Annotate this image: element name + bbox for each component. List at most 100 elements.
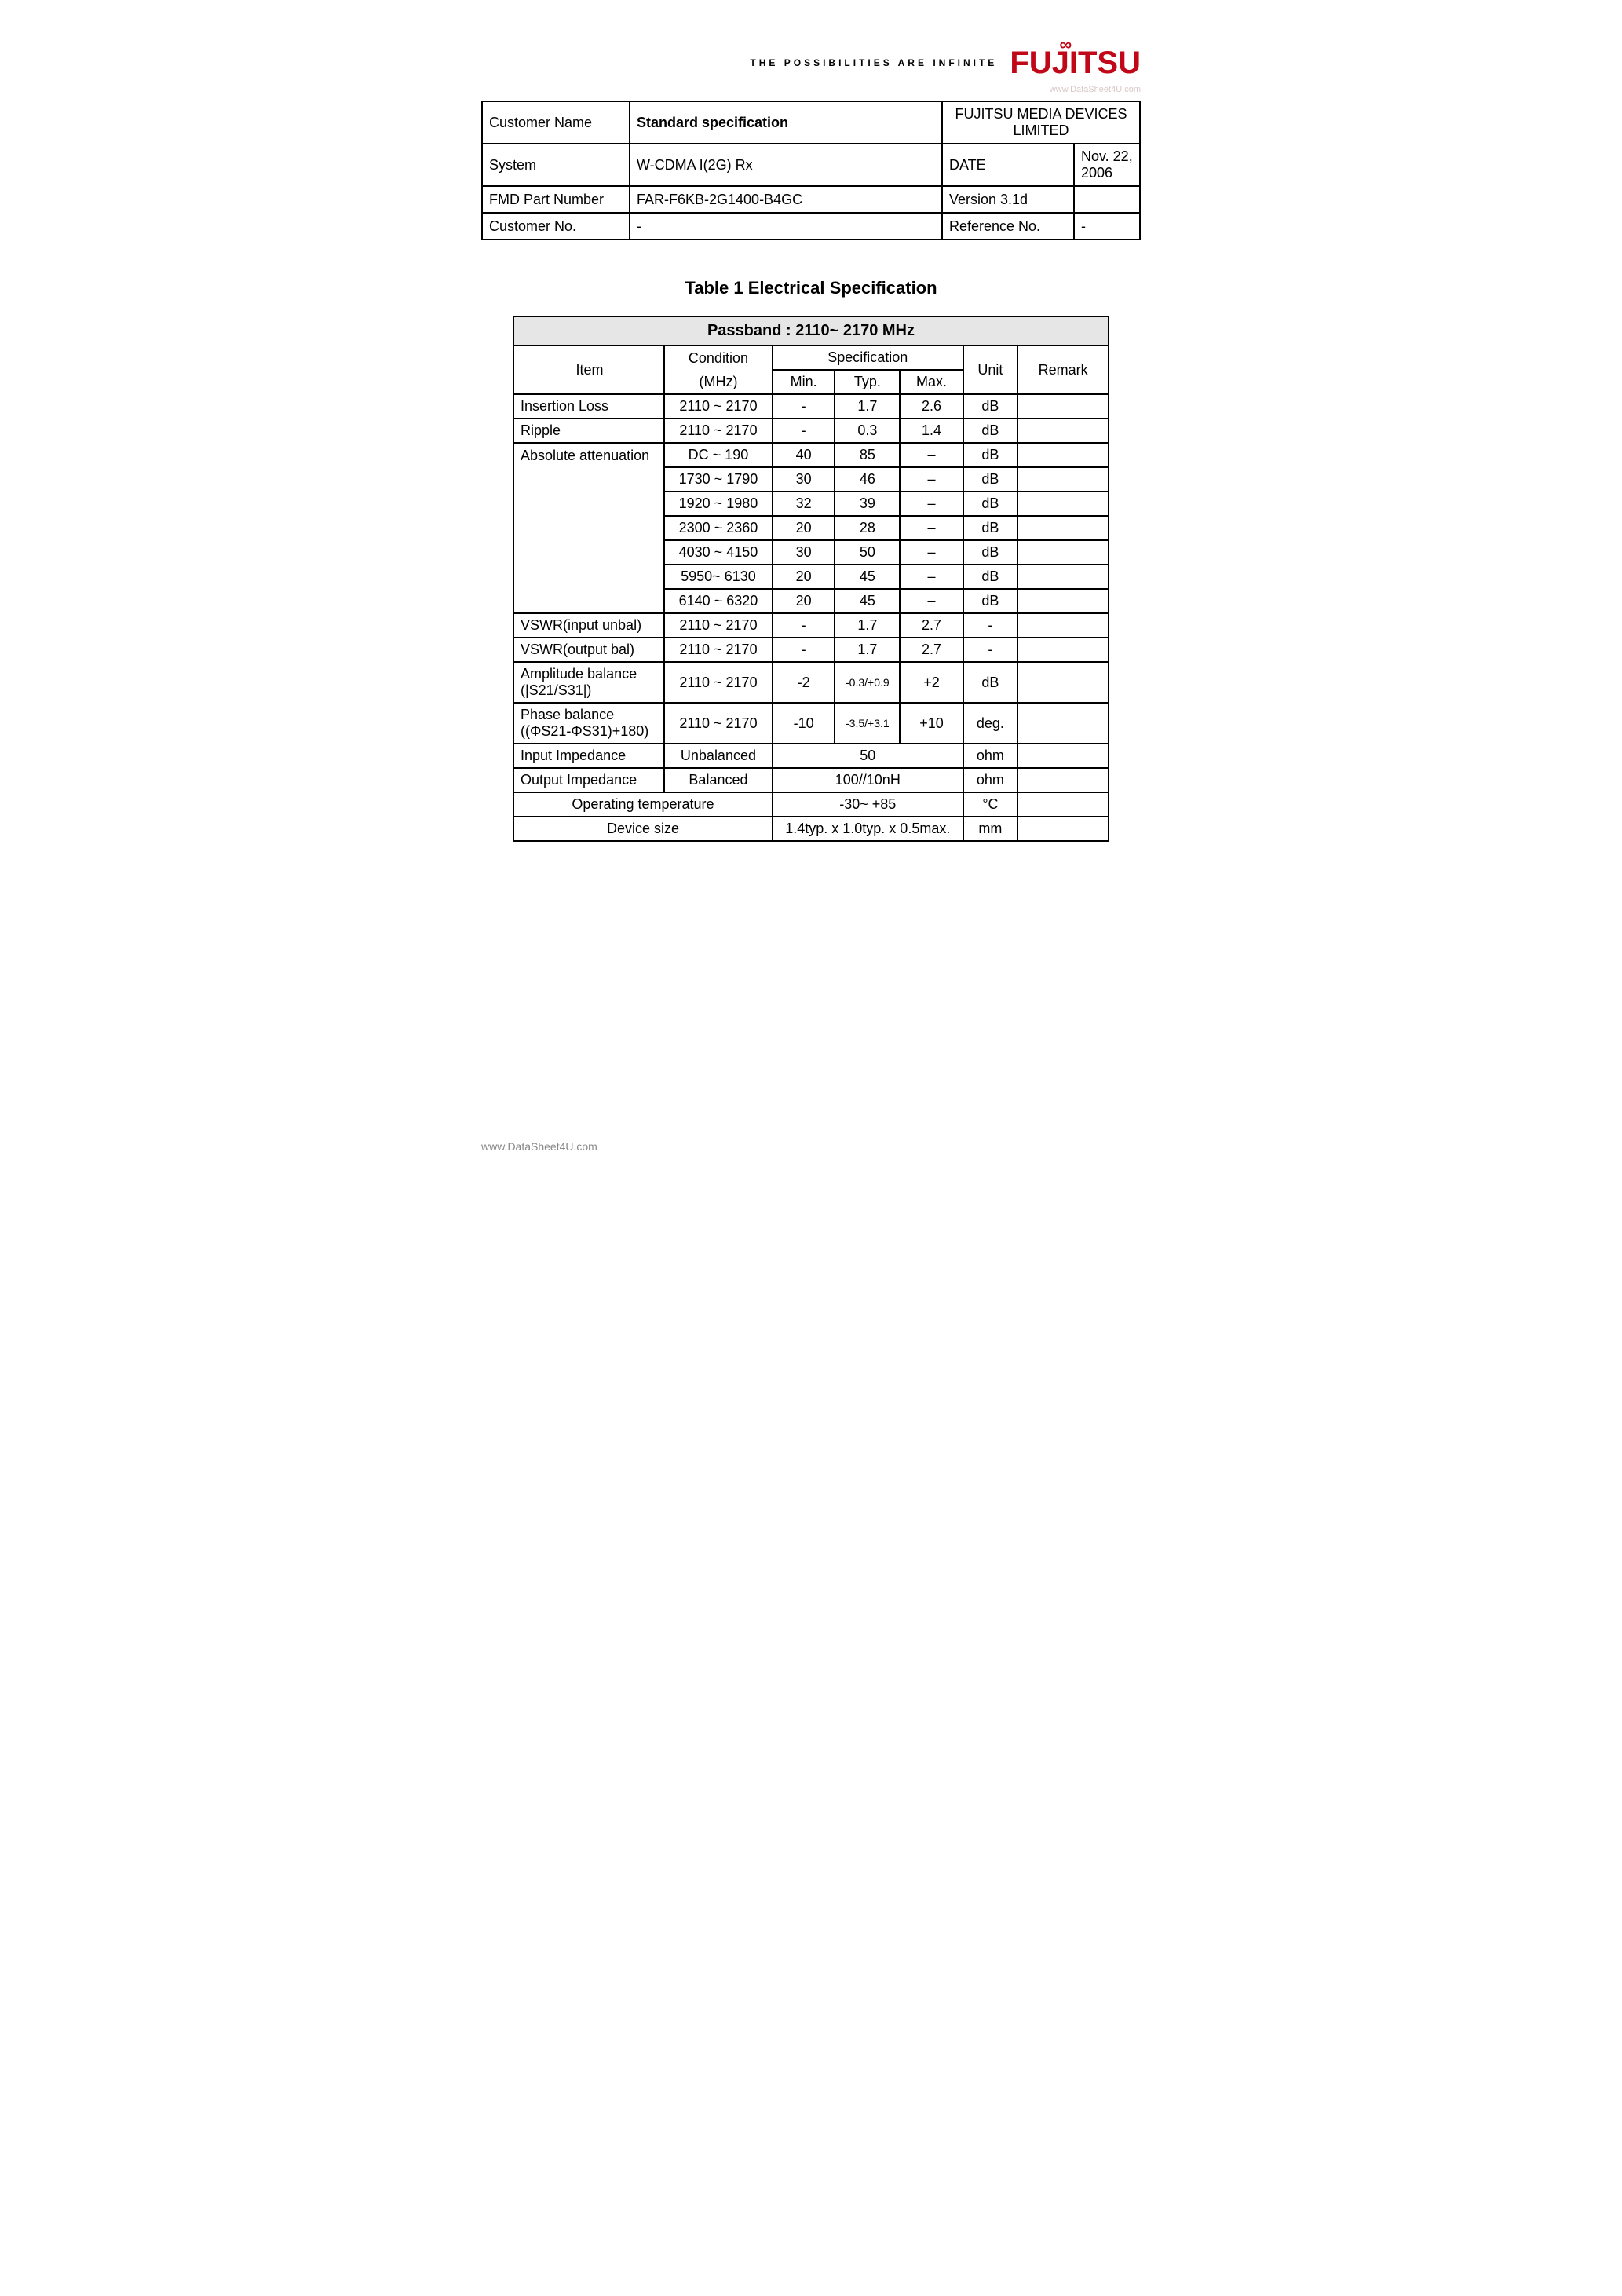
cell-typ: 0.3	[835, 419, 900, 443]
table-row: Insertion Loss2110 ~ 2170-1.72.6dB	[513, 394, 1109, 419]
cell-version-label: Version 3.1d	[942, 186, 1074, 213]
cell-item: Output Impedance	[513, 768, 664, 792]
cell-max: –	[900, 443, 963, 467]
cell-remark	[1017, 492, 1109, 516]
cell-part-value: FAR-F6KB-2G1400-B4GC	[630, 186, 942, 213]
cell-val: 50	[773, 744, 963, 768]
cell-max: –	[900, 540, 963, 565]
cell-unit: dB	[963, 394, 1018, 419]
cell-min: 30	[773, 540, 835, 565]
cell-item	[513, 540, 664, 565]
cell-item: Insertion Loss	[513, 394, 664, 419]
cell-unit: dB	[963, 589, 1018, 613]
cell-cond: 2110 ~ 2170	[664, 638, 773, 662]
phase-balance-line1: Phase balance	[521, 707, 659, 723]
table-row: Output Impedance Balanced 100//10nH ohm	[513, 768, 1109, 792]
table-row: Ripple2110 ~ 2170-0.31.4dB	[513, 419, 1109, 443]
header-row: Item Condition Specification Unit Remark	[513, 345, 1109, 370]
cell-remark	[1017, 467, 1109, 492]
cell-cond: 2300 ~ 2360	[664, 516, 773, 540]
cell-custno-label: Customer No.	[482, 213, 630, 239]
cell-cond: 2110 ~ 2170	[664, 419, 773, 443]
header-remark: Remark	[1017, 345, 1109, 394]
cell-date-value: Nov. 22, 2006	[1074, 144, 1140, 186]
cell-remark	[1017, 565, 1109, 589]
table-row: 1730 ~ 17903046–dB	[513, 467, 1109, 492]
cell-item	[513, 467, 664, 492]
cell-typ: 85	[835, 443, 900, 467]
passband-title: Passband : 2110~ 2170 MHz	[513, 316, 1109, 345]
cell-max: +2	[900, 662, 963, 703]
table-row: Customer No. - Reference No. -	[482, 213, 1140, 239]
table-row: Customer Name Standard specification FUJ…	[482, 101, 1140, 144]
info-table: Customer Name Standard specification FUJ…	[481, 101, 1141, 240]
cell-cond: 2110 ~ 2170	[664, 394, 773, 419]
cell-unit: dB	[963, 662, 1018, 703]
tagline: THE POSSIBILITIES ARE INFINITE	[750, 57, 997, 68]
header-spec: Specification	[773, 345, 963, 370]
table-row: 1920 ~ 19803239–dB	[513, 492, 1109, 516]
cell-cond: Balanced	[664, 768, 773, 792]
cell-remark	[1017, 638, 1109, 662]
cell-typ: 1.7	[835, 613, 900, 638]
table-row: Phase balance ((ΦS21-ΦS31)+180) 2110 ~ 2…	[513, 703, 1109, 744]
cell-typ: -0.3/+0.9	[835, 662, 900, 703]
cell-unit: dB	[963, 443, 1018, 467]
cell-min: -2	[773, 662, 835, 703]
cell-system-value: W-CDMA I(2G) Rx	[630, 144, 942, 186]
cell-unit: °C	[963, 792, 1018, 817]
header-typ: Typ.	[835, 370, 900, 394]
cell-unit: mm	[963, 817, 1018, 841]
cell-typ: 1.7	[835, 394, 900, 419]
table-row: Operating temperature -30~ +85 °C	[513, 792, 1109, 817]
cell-max: 2.7	[900, 638, 963, 662]
cell-unit: ohm	[963, 768, 1018, 792]
cell-item	[513, 516, 664, 540]
cell-remark	[1017, 662, 1109, 703]
table-row: VSWR(input unbal)2110 ~ 2170-1.72.7-	[513, 613, 1109, 638]
cell-max: +10	[900, 703, 963, 744]
cell-cond: 2110 ~ 2170	[664, 662, 773, 703]
cell-min: 20	[773, 516, 835, 540]
table-row: 4030 ~ 41503050–dB	[513, 540, 1109, 565]
cell-unit: -	[963, 638, 1018, 662]
cell-item: Device size	[513, 817, 773, 841]
cell-customer-name-label: Customer Name	[482, 101, 630, 144]
header-condition-unit: (MHz)	[664, 370, 773, 394]
cell-min: 20	[773, 565, 835, 589]
cell-min: -	[773, 613, 835, 638]
cell-min: -	[773, 419, 835, 443]
cell-cond: 6140 ~ 6320	[664, 589, 773, 613]
table-row: System W-CDMA I(2G) Rx DATE Nov. 22, 200…	[482, 144, 1140, 186]
cell-typ: -3.5/+3.1	[835, 703, 900, 744]
cell-remark	[1017, 768, 1109, 792]
cell-min: -10	[773, 703, 835, 744]
cell-unit: -	[963, 613, 1018, 638]
cell-remark	[1017, 792, 1109, 817]
cell-unit: dB	[963, 565, 1018, 589]
table-row: 6140 ~ 63202045–dB	[513, 589, 1109, 613]
cell-min: 30	[773, 467, 835, 492]
cell-customer-name-value: Standard specification	[630, 101, 942, 144]
cell-typ: 28	[835, 516, 900, 540]
cell-item	[513, 589, 664, 613]
cell-min: 32	[773, 492, 835, 516]
amp-balance-line2: (|S21/S31|)	[521, 682, 659, 699]
cell-max: –	[900, 589, 963, 613]
passband-row: Passband : 2110~ 2170 MHz	[513, 316, 1109, 345]
cell-unit: ohm	[963, 744, 1018, 768]
cell-item: Ripple	[513, 419, 664, 443]
cell-system-label: System	[482, 144, 630, 186]
cell-unit: dB	[963, 516, 1018, 540]
cell-ref-value: -	[1074, 213, 1140, 239]
cell-min: 20	[773, 589, 835, 613]
cell-typ: 39	[835, 492, 900, 516]
cell-cond: 5950~ 6130	[664, 565, 773, 589]
table-row: Device size 1.4typ. x 1.0typ. x 0.5max. …	[513, 817, 1109, 841]
cell-max: –	[900, 516, 963, 540]
spec-table: Passband : 2110~ 2170 MHz Item Condition…	[513, 316, 1109, 842]
cell-unit: dB	[963, 419, 1018, 443]
cell-typ: 1.7	[835, 638, 900, 662]
phase-balance-line2: ((ΦS21-ΦS31)+180)	[521, 723, 659, 740]
cell-cond: Unbalanced	[664, 744, 773, 768]
